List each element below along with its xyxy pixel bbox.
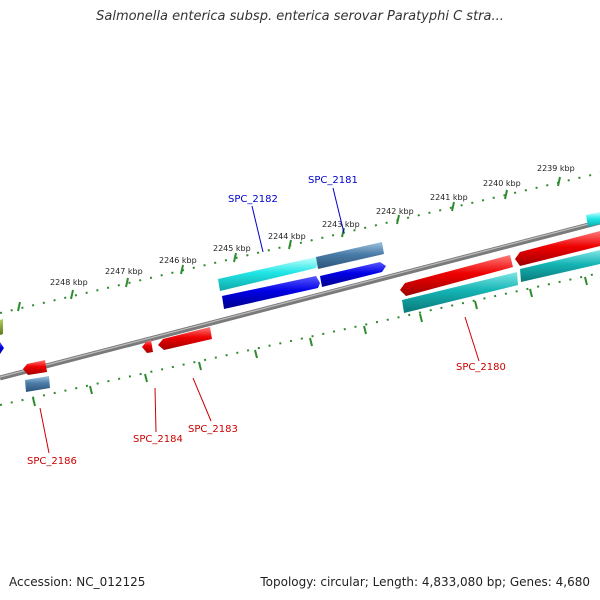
gene-feature-steel[interactable]	[316, 242, 384, 269]
gene-feature-blue[interactable]	[320, 262, 386, 287]
label-leaders	[39, 187, 480, 454]
genome-backbone-highlight	[0, 220, 600, 378]
major-ticks-upper	[17, 176, 561, 312]
gene-label-spc-2186[interactable]: SPC_2186	[27, 456, 77, 467]
tick-label: 2246 kbp	[159, 256, 197, 265]
tick-label: 2245 kbp	[213, 244, 251, 253]
tick-label: 2242 kbp	[376, 207, 414, 216]
gene-label-spc-2182[interactable]: SPC_2182	[228, 194, 278, 205]
gene-feature-red[interactable]	[23, 360, 47, 375]
major-ticks-lower	[32, 276, 588, 407]
tick-label: 2248 kbp	[50, 278, 88, 287]
gene-feature-olive[interactable]	[0, 319, 3, 335]
gene-label-spc-2181[interactable]: SPC_2181	[308, 175, 358, 186]
gene-feature-teal[interactable]	[520, 250, 600, 282]
gene-feature-red[interactable]	[400, 255, 513, 296]
forward-tick-track	[0, 172, 600, 314]
tick-label: 2239 kbp	[537, 164, 575, 173]
tick-label: 2241 kbp	[430, 193, 468, 202]
accession-label: Accession: NC_012125	[9, 575, 146, 589]
gene-feature-red[interactable]	[142, 340, 153, 353]
tick-label: 2247 kbp	[105, 267, 143, 276]
gene-feature-steel[interactable]	[25, 376, 50, 392]
tick-label: 2244 kbp	[268, 232, 306, 241]
gene-feature-cyan[interactable]	[218, 257, 318, 291]
gene-feature-teal[interactable]	[402, 272, 518, 313]
gene-feature-blue[interactable]	[0, 342, 4, 354]
map-title: Salmonella enterica subsp. enterica sero…	[96, 9, 504, 24]
gene-feature-red[interactable]	[158, 327, 212, 350]
gene-label-spc-2184[interactable]: SPC_2184	[133, 434, 183, 445]
gene-label-spc-2183[interactable]: SPC_2183	[188, 424, 238, 435]
gene-feature-cyan[interactable]	[586, 212, 600, 227]
gene-label-spc-2180[interactable]: SPC_2180	[456, 362, 506, 373]
gene-feature-blue[interactable]	[222, 276, 320, 309]
gene-feature-red[interactable]	[515, 231, 600, 266]
tick-labels: 2239 kbp 2240 kbp 2241 kbp 2242 kbp 2243…	[50, 164, 575, 287]
reverse-tick-track	[0, 272, 600, 406]
tick-label: 2240 kbp	[483, 179, 521, 188]
gene-labels: SPC_2182 SPC_2181 SPC_2180 SPC_2184 SPC_…	[27, 175, 506, 467]
topology-label: Topology: circular; Length: 4,833,080 bp…	[260, 575, 590, 589]
genome-backbone	[0, 219, 600, 381]
tick-label: 2243 kbp	[322, 220, 360, 229]
